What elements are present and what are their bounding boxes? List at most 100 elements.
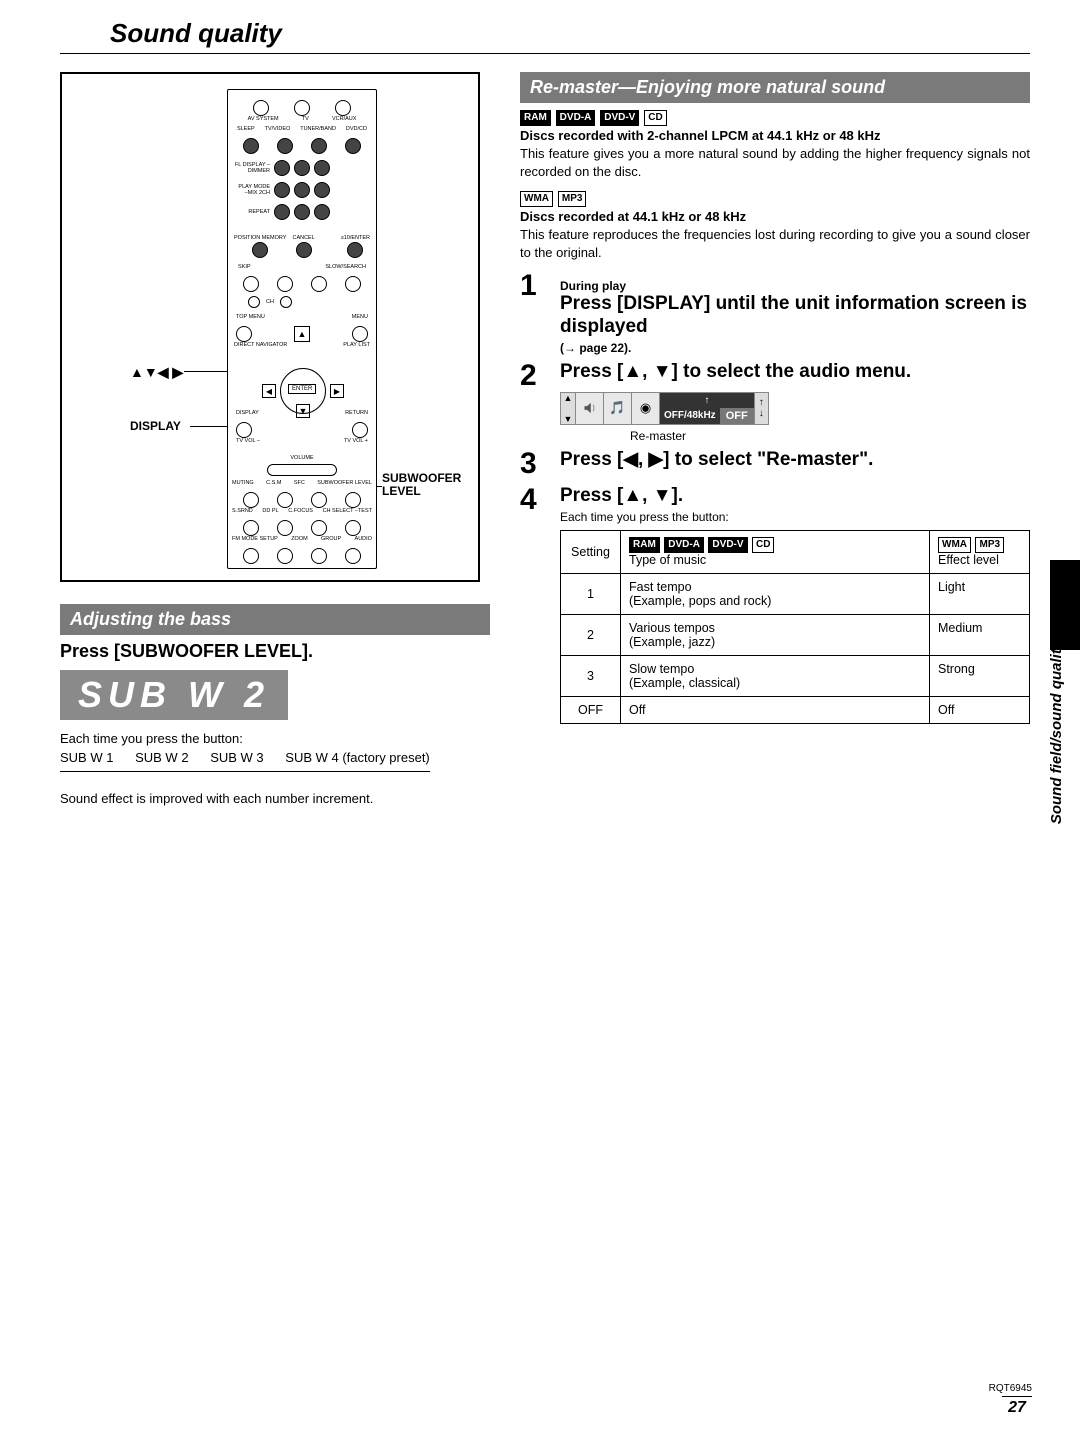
line2-bold: Discs recorded at 44.1 kHz or 48 kHz: [520, 209, 1030, 224]
lcd-display: SUB W 2: [60, 670, 288, 720]
remaster-header: Re-master—Enjoying more natural sound: [520, 72, 1030, 103]
remote-label: CANCEL: [292, 235, 314, 241]
step2-title: Press [▲, ▼] to select the audio menu.: [560, 361, 1030, 384]
badge: CD: [644, 110, 666, 126]
step3-title: Press [◀, ▶] to select "Re-master".: [560, 449, 1030, 472]
table-cell: Various tempos (Example, jazz): [621, 614, 930, 655]
subw-levels: SUB W 1 SUB W 2 SUB W 3 SUB W 4 (factory…: [60, 750, 430, 772]
badges-row-2: WMA MP3: [520, 190, 1030, 207]
remote-label: MUTING: [232, 480, 254, 486]
table-header: RAM DVD-A DVD-V CD Type of music: [621, 530, 930, 573]
step-4: 4 Press [▲, ▼]. Each time you press the …: [520, 485, 1030, 724]
remote-label: PLAY LIST: [343, 342, 370, 348]
remote-label: TUNER/BAND: [300, 126, 336, 132]
badge: RAM: [629, 537, 660, 553]
settings-table: Setting RAM DVD-A DVD-V CD Type of music…: [560, 530, 1030, 724]
enter-button: ENTER: [288, 384, 316, 394]
remote-label: AV SYSTEM: [248, 116, 279, 122]
step-1: 1 During play Press [DISPLAY] until the …: [520, 271, 1030, 355]
callout-display: DISPLAY: [130, 419, 181, 433]
badge: DVD-V: [600, 110, 639, 126]
remote-label: DIRECT NAVIGATOR: [234, 342, 287, 348]
step-number: 2: [520, 361, 548, 391]
lcd-text: SUB W 2: [78, 674, 270, 715]
table-header: Setting: [561, 530, 621, 573]
callout-subwoofer-text: SUBWOOFER LEVEL: [382, 471, 461, 498]
table-cell: Medium: [930, 614, 1030, 655]
remote-label: S.SRND: [232, 508, 253, 514]
remote-label: ZOOM: [291, 536, 308, 542]
level-item: SUB W 2: [135, 750, 188, 765]
remote-label: C.FOCUS: [288, 508, 313, 514]
step2-caption: Re-master: [630, 429, 1030, 443]
remote-label: MENU: [352, 314, 368, 320]
table-cell: 1: [561, 573, 621, 614]
left-column: ▲▼◀ ▶ DISPLAY SUBWOOFER LEVEL AV SYSTEM …: [60, 72, 490, 808]
each-time-label: Each time you press the button:: [60, 730, 490, 748]
remote-diagram: ▲▼◀ ▶ DISPLAY SUBWOOFER LEVEL AV SYSTEM …: [60, 72, 480, 582]
remote-label: PLAY MODE –MIX 2CH: [234, 184, 270, 196]
dpad: ◀ ▶ ENTER ▼: [258, 360, 348, 430]
remote-label: FL DISPLAY –DIMMER: [234, 162, 270, 174]
table-header: WMA MP3 Effect level: [930, 530, 1030, 573]
page-number: 27: [1002, 1396, 1032, 1417]
table-cell: Strong: [930, 655, 1030, 696]
remote-label: TV/VIDEO: [265, 126, 291, 132]
remote-label: SKIP: [238, 264, 251, 270]
disc-icon: ◉: [631, 393, 659, 424]
badge: WMA: [938, 537, 971, 553]
badge: CD: [752, 537, 774, 553]
step-3: 3 Press [◀, ▶] to select "Re-master".: [520, 449, 1030, 479]
osd-left: OFF/48kHz: [660, 408, 720, 424]
bass-header: Adjusting the bass: [60, 604, 490, 635]
remote-label: TV VOL –: [236, 438, 260, 444]
step4-caption: Each time you press the button:: [560, 510, 1030, 524]
bass-instruction: Press [SUBWOOFER LEVEL].: [60, 641, 490, 662]
side-label: Sound field/sound quality operations: [1048, 560, 1065, 824]
step-number: 1: [520, 271, 548, 301]
callout-arrows: ▲▼◀ ▶: [130, 364, 183, 381]
remote-body: AV SYSTEM TV VCR/AUX SLEEP TV/VIDEO TUNE…: [227, 89, 377, 569]
table-row: OFF Off Off: [561, 696, 1030, 723]
badge: MP3: [975, 537, 1004, 553]
badge: WMA: [520, 191, 553, 207]
bass-note: Sound effect is improved with each numbe…: [60, 790, 490, 808]
line2-body: This feature reproduces the frequencies …: [520, 226, 1030, 261]
remote-label: CH SELECT –TEST: [323, 508, 372, 514]
table-cell: Off: [621, 696, 930, 723]
remote-label: REPEAT: [234, 209, 270, 215]
remote-label: DD PL: [262, 508, 278, 514]
remote-label: DISPLAY: [236, 410, 259, 416]
remote-label: VOLUME: [290, 455, 313, 461]
badge: MP3: [558, 191, 587, 207]
remote-label: RETURN: [345, 410, 368, 416]
table-cell: OFF: [561, 696, 621, 723]
table-cell: Off: [930, 696, 1030, 723]
speaker-icon: [575, 393, 603, 424]
footer: RQT6945 27: [989, 1383, 1032, 1417]
remote-label: ≥10/ENTER: [341, 235, 370, 241]
step1-pre: During play: [560, 279, 1030, 293]
remote-label: TV VOL +: [344, 438, 368, 444]
level-item: SUB W 1: [60, 750, 113, 765]
doc-code: RQT6945: [989, 1383, 1032, 1394]
step-number: 4: [520, 485, 548, 515]
remote-label: TV: [302, 116, 309, 122]
table-cell: 2: [561, 614, 621, 655]
remote-label: SLOW/SEARCH: [325, 264, 366, 270]
step1-note: (→ page 22).: [560, 341, 1030, 355]
right-column: Re-master—Enjoying more natural sound RA…: [520, 72, 1030, 808]
table-row: 1 Fast tempo (Example, pops and rock) Li…: [561, 573, 1030, 614]
table-cell: Slow tempo (Example, classical): [621, 655, 930, 696]
table-subheader: Type of music: [629, 553, 706, 567]
remote-label: C.S.M: [266, 480, 281, 486]
step-number: 3: [520, 449, 548, 479]
table-cell: Fast tempo (Example, pops and rock): [621, 573, 930, 614]
remote-label: SFC: [294, 480, 305, 486]
remote-label: AUDIO: [355, 536, 372, 542]
table-cell: Light: [930, 573, 1030, 614]
badge: DVD-V: [708, 537, 747, 553]
remote-label: GROUP: [321, 536, 341, 542]
step4-title: Press [▲, ▼].: [560, 485, 1030, 508]
level-item: SUB W 4 (factory preset): [285, 750, 429, 765]
